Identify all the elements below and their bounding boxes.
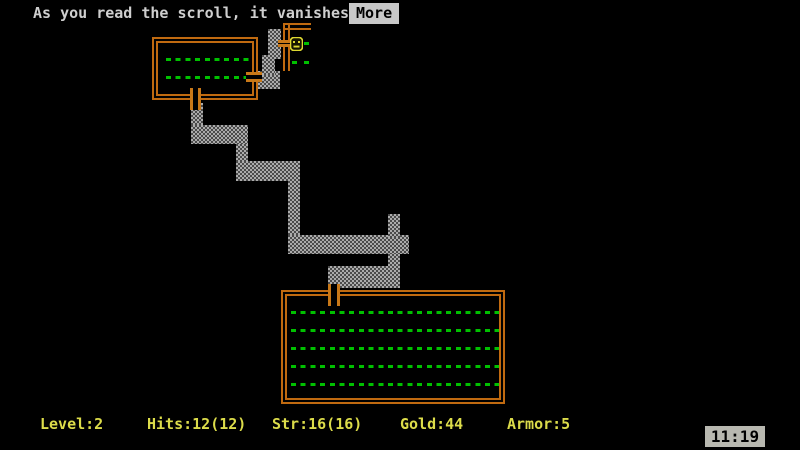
status-line: Level:2 Hits:12(12) Str:16(16) Gold:44 A… [0,414,800,434]
room-top-left-room [152,37,258,100]
corridor-segment [288,235,409,254]
stat-gold: Gold:44 [400,415,464,433]
wall-segment [283,23,290,71]
message-text: As you read the scroll, it vanishes [33,4,350,22]
corridor-segment [256,71,280,89]
corridor-segment [191,125,248,144]
floor-dots [291,311,499,314]
corridor-segment [328,266,400,288]
floor-dots [291,365,499,368]
floor-dots [166,76,250,79]
corridor-segment [236,161,300,181]
corridor-segment [388,214,400,237]
floor-dots [166,58,250,61]
corridor-segment [268,29,281,59]
floor-dots [291,383,499,386]
door [278,40,291,47]
more-prompt: More [349,3,400,24]
clock-display: 11:19 [705,426,765,447]
floor-dots [291,347,499,350]
floor-dot [304,61,310,64]
door [190,88,201,110]
floor-dot [292,61,298,64]
message-line: As you read the scroll, it vanishes More [0,3,800,24]
stat-level: Level:2 [40,415,104,433]
corridor-segment [236,144,248,163]
door [246,72,262,82]
corridor-segment [288,181,300,237]
stat-hits: Hits:12(12) [147,415,247,433]
floor-dots [291,329,499,332]
wall-segment [283,23,311,30]
stat-strength: Str:16(16) [272,415,363,433]
player-icon [289,36,304,52]
corridor-segment [262,55,275,75]
room-wall-inner-line [156,41,254,96]
stat-armor: Armor:5 [507,415,571,433]
room-wall-inner-line [285,294,501,400]
floor-dot [304,42,310,45]
door [328,284,340,306]
